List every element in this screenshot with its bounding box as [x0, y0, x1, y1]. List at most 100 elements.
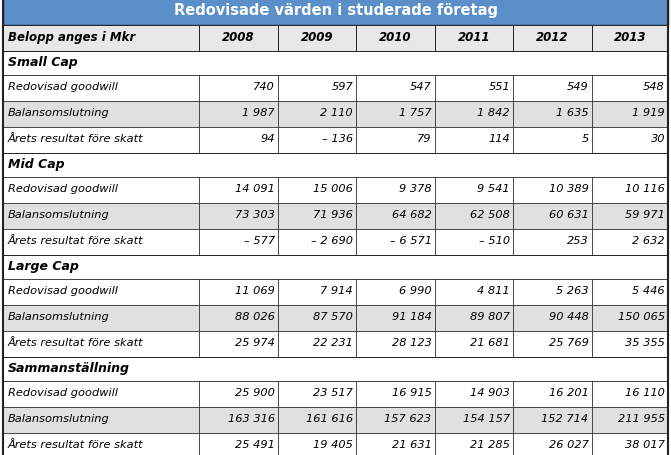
Bar	[199, 380, 278, 406]
Text: 5: 5	[581, 135, 588, 145]
Bar	[356, 433, 435, 455]
Text: 60 631: 60 631	[549, 211, 588, 221]
Bar	[278, 330, 356, 357]
Bar	[278, 177, 356, 202]
Bar	[199, 202, 278, 228]
Text: 150 065: 150 065	[618, 313, 665, 323]
Text: 15 006: 15 006	[313, 184, 353, 194]
Text: Balansomslutning: Balansomslutning	[8, 108, 110, 118]
Bar	[592, 75, 668, 101]
Bar	[3, 177, 199, 202]
Bar	[435, 278, 513, 304]
Text: Årets resultat före skatt: Årets resultat före skatt	[8, 135, 144, 145]
Bar	[592, 278, 668, 304]
Bar	[356, 25, 435, 51]
Bar	[513, 330, 592, 357]
Bar	[199, 177, 278, 202]
Bar	[3, 126, 199, 152]
Text: 26 027: 26 027	[549, 440, 588, 450]
Bar	[592, 330, 668, 357]
Text: Redovisad goodwill: Redovisad goodwill	[8, 287, 118, 297]
Text: 9 378: 9 378	[399, 184, 431, 194]
Text: 79: 79	[417, 135, 431, 145]
Text: 71 936: 71 936	[313, 211, 353, 221]
Text: Belopp anges i Mkr: Belopp anges i Mkr	[8, 31, 136, 44]
Text: 89 807: 89 807	[470, 313, 510, 323]
Text: 1 919: 1 919	[632, 108, 665, 118]
Text: 21 631: 21 631	[392, 440, 431, 450]
Bar	[513, 202, 592, 228]
Text: 114: 114	[488, 135, 510, 145]
Text: 1 842: 1 842	[478, 108, 510, 118]
Bar	[435, 228, 513, 254]
Bar	[199, 304, 278, 330]
Text: Årets resultat före skatt: Årets resultat före skatt	[8, 440, 144, 450]
Bar	[356, 380, 435, 406]
Text: 30: 30	[650, 135, 665, 145]
Bar	[592, 177, 668, 202]
Text: – 136: – 136	[322, 135, 353, 145]
Text: Sammanställning: Sammanställning	[8, 362, 130, 375]
Bar	[513, 75, 592, 101]
Text: – 6 571: – 6 571	[390, 237, 431, 247]
Text: 21 681: 21 681	[470, 339, 510, 349]
Bar	[199, 406, 278, 433]
Bar	[3, 202, 199, 228]
Text: – 2 690: – 2 690	[311, 237, 353, 247]
Bar	[3, 152, 668, 177]
Bar	[3, 330, 199, 357]
Text: 28 123: 28 123	[392, 339, 431, 349]
Bar	[435, 304, 513, 330]
Bar	[3, 380, 199, 406]
Bar	[435, 380, 513, 406]
Text: 6 990: 6 990	[399, 287, 431, 297]
Text: 7 914: 7 914	[321, 287, 353, 297]
Bar	[592, 228, 668, 254]
Text: 2 632: 2 632	[632, 237, 665, 247]
Bar	[435, 202, 513, 228]
Text: Balansomslutning: Balansomslutning	[8, 415, 110, 425]
Bar	[278, 101, 356, 126]
Text: 1 987: 1 987	[242, 108, 274, 118]
Text: 10 116: 10 116	[625, 184, 665, 194]
Bar	[435, 330, 513, 357]
Text: 64 682: 64 682	[392, 211, 431, 221]
Text: 2009: 2009	[301, 31, 333, 44]
Bar	[3, 278, 199, 304]
Bar	[356, 406, 435, 433]
Bar	[513, 406, 592, 433]
Bar	[199, 25, 278, 51]
Text: 25 491: 25 491	[235, 440, 274, 450]
Text: 549: 549	[567, 82, 588, 92]
Bar	[278, 433, 356, 455]
Text: 87 570: 87 570	[313, 313, 353, 323]
Text: 21 285: 21 285	[470, 440, 510, 450]
Text: Redovisad goodwill: Redovisad goodwill	[8, 82, 118, 92]
Bar	[356, 304, 435, 330]
Text: 90 448: 90 448	[549, 313, 588, 323]
Text: 2013: 2013	[613, 31, 646, 44]
Bar	[3, 406, 199, 433]
Text: 88 026: 88 026	[235, 313, 274, 323]
Text: Årets resultat före skatt: Årets resultat före skatt	[8, 237, 144, 247]
Bar	[592, 406, 668, 433]
Bar	[513, 101, 592, 126]
Text: 23 517: 23 517	[313, 389, 353, 399]
Bar	[513, 433, 592, 455]
Text: 211 955: 211 955	[618, 415, 665, 425]
Bar	[513, 25, 592, 51]
Text: 551: 551	[488, 82, 510, 92]
Text: 9 541: 9 541	[478, 184, 510, 194]
Bar	[278, 126, 356, 152]
Text: 16 110: 16 110	[625, 389, 665, 399]
Text: 5 446: 5 446	[632, 287, 665, 297]
Bar	[199, 330, 278, 357]
Bar	[435, 25, 513, 51]
Text: 91 184: 91 184	[392, 313, 431, 323]
Text: 35 355: 35 355	[625, 339, 665, 349]
Bar	[199, 433, 278, 455]
Bar	[435, 126, 513, 152]
Text: 5 263: 5 263	[556, 287, 588, 297]
Text: 25 974: 25 974	[235, 339, 274, 349]
Text: 14 903: 14 903	[470, 389, 510, 399]
